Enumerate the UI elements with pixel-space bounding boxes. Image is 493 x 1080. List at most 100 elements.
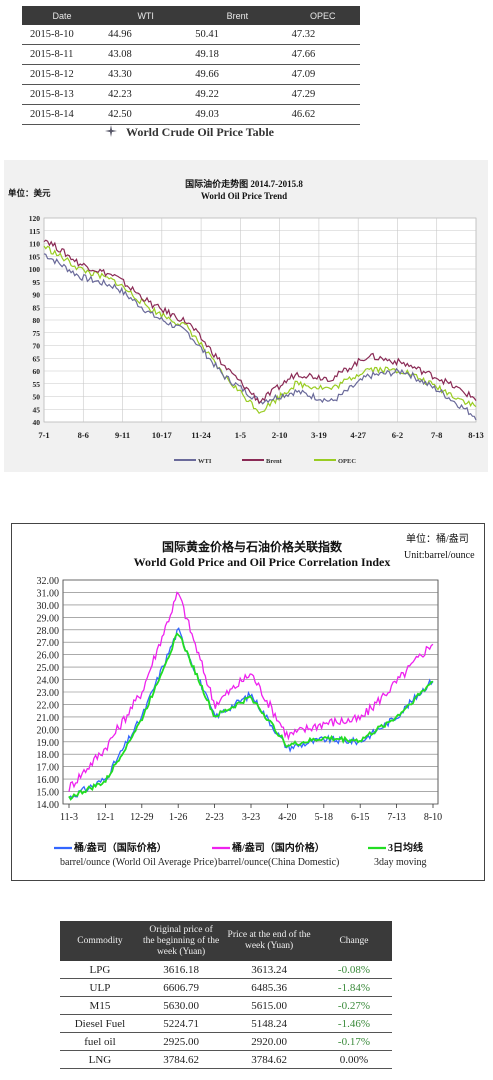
column-header: Commodity bbox=[60, 921, 140, 961]
y-tick-label: 32.00 bbox=[37, 576, 60, 587]
plus-icon bbox=[104, 124, 118, 138]
y-tick-label: 95 bbox=[33, 278, 41, 287]
table-cell: 5630.00 bbox=[139, 996, 223, 1015]
table-cell: -1.46% bbox=[315, 1014, 392, 1033]
table-row: 2015-8-11 43.08 49.18 47.66 bbox=[22, 44, 360, 65]
oil-price-trend-svg: 40 45 50 55 60 65 70 75 80 85 90 95 100 105 110 115 120 7… bbox=[8, 178, 484, 465]
column-header: WTI bbox=[102, 6, 190, 25]
table-cell: 2015-8-10 bbox=[22, 25, 103, 45]
y-tick-label: 27.00 bbox=[37, 638, 60, 649]
table-cell: 2015-8-14 bbox=[22, 104, 103, 125]
table-row: LNG 3784.62 3784.62 0.00% bbox=[60, 1050, 392, 1069]
chart-subtitle: World Gold Price and Oil Price Correlati… bbox=[134, 555, 391, 569]
table-cell: 5224.71 bbox=[139, 1014, 223, 1033]
table-cell: 47.29 bbox=[285, 84, 360, 105]
x-tick-label: 12-29 bbox=[130, 812, 153, 823]
table-cell: fuel oil bbox=[60, 1032, 140, 1051]
oil-price-trend-chart: 40 45 50 55 60 65 70 75 80 85 90 95 100 105 110 115 120 7… bbox=[4, 160, 488, 472]
table-cell: 47.09 bbox=[285, 64, 360, 85]
table-row: 2015-8-14 42.50 49.03 46.62 bbox=[22, 104, 360, 125]
y-tick-label: 75 bbox=[33, 329, 41, 338]
y-tick-label: 100 bbox=[29, 265, 41, 274]
table-cell: LPG bbox=[60, 961, 140, 979]
y-tick-label: 50 bbox=[33, 393, 41, 402]
column-header: Date bbox=[22, 6, 103, 25]
y-tick-label: 22.00 bbox=[37, 700, 60, 711]
y-tick-label: 105 bbox=[29, 252, 41, 261]
x-tick-label: 12-1 bbox=[96, 812, 114, 823]
y-tick-label: 55 bbox=[33, 380, 41, 389]
table-cell: 2920.00 bbox=[222, 1032, 316, 1051]
table-cell: 6606.79 bbox=[139, 978, 223, 997]
legend-label-en: barrel/ounce (World Oil Average Price) bbox=[60, 857, 217, 868]
y-tick-label: 40 bbox=[33, 418, 41, 427]
column-header: Price at the end of the week (Yuan) bbox=[222, 921, 316, 961]
table-row: ULP 6606.79 6485.36 -1.84% bbox=[60, 978, 392, 997]
table-row: M15 5630.00 5615.00 -0.27% bbox=[60, 996, 392, 1015]
table-cell: 2015-8-12 bbox=[22, 64, 103, 85]
legend-label: 桶/盎司（国际价格） bbox=[73, 841, 167, 854]
table-cell: 42.23 bbox=[102, 84, 190, 105]
table-cell: 3784.62 bbox=[222, 1050, 316, 1069]
table-row: fuel oil 2925.00 2920.00 -0.17% bbox=[60, 1032, 392, 1051]
table-cell: 46.62 bbox=[285, 104, 360, 125]
table-cell: 47.32 bbox=[285, 25, 360, 45]
table-cell: ULP bbox=[60, 978, 140, 997]
y-tick-label: 29.00 bbox=[37, 613, 60, 624]
y-tick-label: 20.00 bbox=[37, 725, 60, 736]
legend-label: OPEC bbox=[338, 458, 356, 465]
table-row: Diesel Fuel 5224.71 5148.24 -1.46% bbox=[60, 1014, 392, 1033]
table-cell: 49.18 bbox=[189, 44, 286, 65]
table-cell: -0.08% bbox=[315, 961, 392, 979]
x-tick-label: 6-15 bbox=[351, 812, 369, 823]
x-tick-label: 5-18 bbox=[315, 812, 333, 823]
gold-oil-correlation-chart: 14.00 15.00 16.00 17.00 18.00 19.00 20.00 21.00… bbox=[11, 523, 485, 881]
y-tick-label: 18.00 bbox=[37, 750, 60, 761]
y-tick-label: 25.00 bbox=[37, 663, 60, 674]
x-tick-label: 8-13 bbox=[468, 430, 484, 440]
legend-label: Brent bbox=[266, 458, 283, 465]
table-cell: 49.22 bbox=[189, 84, 286, 105]
y-tick-label: 90 bbox=[33, 291, 41, 300]
y-tick-label: 31.00 bbox=[37, 588, 60, 599]
chart-title: 国际油价走势图 2014.7-2015.8 bbox=[185, 178, 303, 189]
legend-label: WTI bbox=[198, 458, 212, 465]
table-cell: 0.00% bbox=[315, 1050, 392, 1069]
table-cell: Diesel Fuel bbox=[60, 1014, 140, 1033]
table-caption: World Crude Oil Price Table bbox=[126, 125, 275, 139]
x-tick-label: 8-6 bbox=[78, 430, 89, 440]
x-tick-label: 1-5 bbox=[235, 430, 246, 440]
table-cell: 43.08 bbox=[102, 44, 190, 65]
table-cell: -1.84% bbox=[315, 978, 392, 997]
y-tick-label: 45 bbox=[33, 405, 41, 414]
y-tick-label: 70 bbox=[33, 342, 41, 351]
table-cell: 50.41 bbox=[189, 25, 286, 45]
x-tick-label: 8-10 bbox=[424, 812, 442, 823]
x-tick-label: 9-11 bbox=[115, 430, 130, 440]
series-line-1 bbox=[68, 591, 434, 792]
legend-label-en: barrel/ounce(China Domestic) bbox=[218, 857, 339, 868]
table-row: LPG 3616.18 3613.24 -0.08% bbox=[60, 961, 392, 979]
y-tick-label: 60 bbox=[33, 367, 41, 376]
y-tick-label: 26.00 bbox=[37, 651, 60, 662]
table-row: 2015-8-13 42.23 49.22 47.29 bbox=[22, 84, 360, 105]
table-cell: -0.27% bbox=[315, 996, 392, 1015]
y-tick-label: 80 bbox=[33, 316, 41, 325]
x-tick-label: 2-10 bbox=[272, 430, 288, 440]
table-cell: 42.50 bbox=[102, 104, 190, 125]
table-cell: 2925.00 bbox=[139, 1032, 223, 1051]
table-cell: 47.66 bbox=[285, 44, 360, 65]
y-tick-label: 110 bbox=[29, 240, 40, 249]
y-tick-label: 19.00 bbox=[37, 738, 60, 749]
chart-subtitle: World Oil Price Trend bbox=[201, 191, 287, 201]
table-cell: -0.17% bbox=[315, 1032, 392, 1051]
y-tick-label: 21.00 bbox=[37, 713, 60, 724]
y-tick-label: 15.00 bbox=[37, 788, 60, 799]
y-tick-label: 17.00 bbox=[37, 763, 60, 774]
y-tick-label: 23.00 bbox=[37, 688, 60, 699]
x-tick-label: 6-2 bbox=[392, 430, 403, 440]
x-tick-label: 4-27 bbox=[350, 430, 366, 440]
chart-title: 国际黄金价格与石油价格关联指数 bbox=[162, 539, 343, 554]
y-tick-label: 16.00 bbox=[37, 775, 60, 786]
